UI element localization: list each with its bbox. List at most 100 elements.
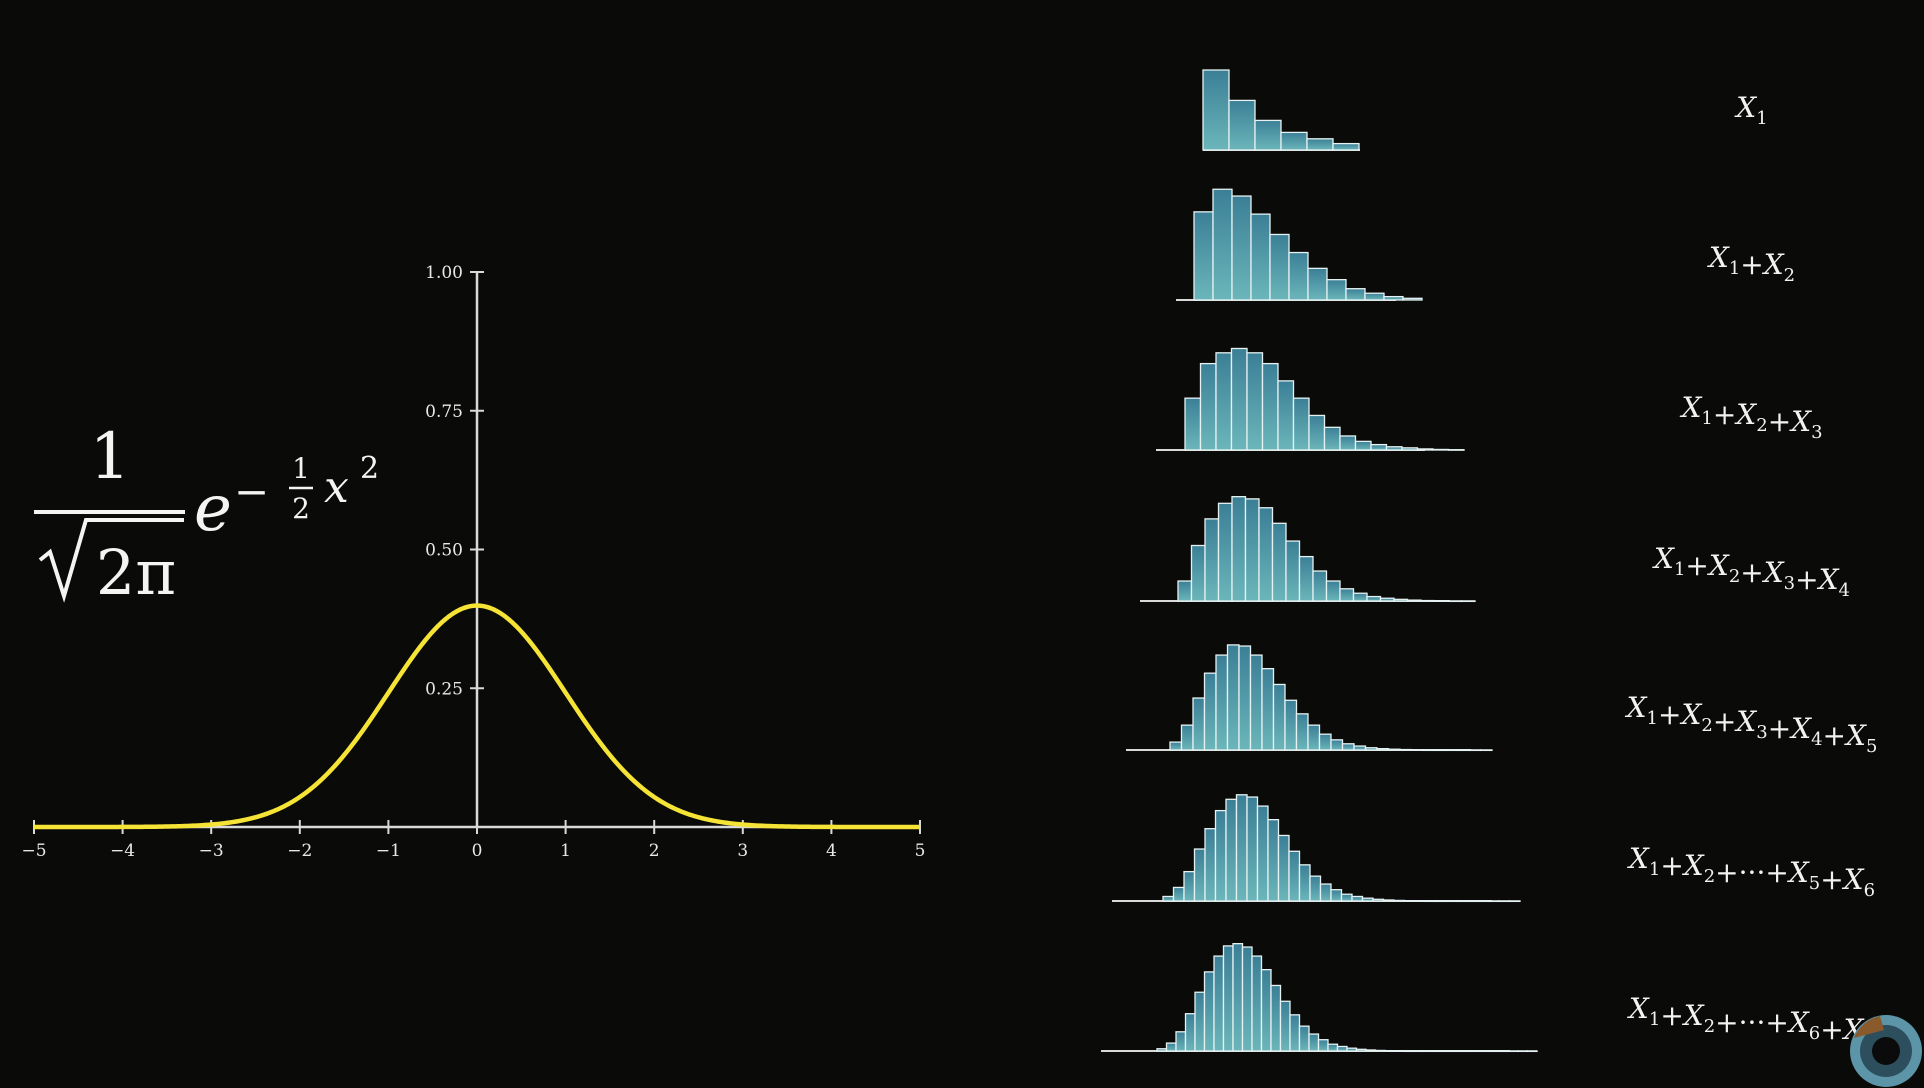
histogram-bar — [1374, 1049, 1386, 1052]
histogram-label: X1+X2+X3+X4+X5 — [1625, 691, 1878, 757]
histogram-bar — [1376, 747, 1390, 751]
histogram-bar — [1307, 724, 1321, 751]
histogram-bar — [1487, 900, 1500, 903]
histogram-bar — [1169, 741, 1183, 751]
histogram-bar — [1327, 1043, 1339, 1052]
histogram-bar — [1330, 739, 1344, 751]
histogram-bar — [1177, 580, 1193, 602]
y-tick-label: 1.00 — [425, 263, 463, 283]
histogram-bar — [1277, 380, 1295, 451]
histogram-bar — [1445, 900, 1458, 903]
histogram-bar — [1498, 900, 1511, 903]
formula-numerator: 1 — [90, 420, 131, 494]
histogram-bar — [1354, 440, 1372, 451]
histogram-bar — [1295, 713, 1309, 751]
x-tick-label: −5 — [21, 841, 46, 861]
histogram-bar — [1272, 683, 1286, 751]
histogram-bar — [1318, 733, 1332, 751]
histogram-bar — [1468, 749, 1482, 752]
histogram-bar — [1332, 142, 1360, 151]
histogram-bar — [1212, 188, 1233, 301]
histogram-bar — [1307, 267, 1328, 301]
histogram-bar — [1366, 595, 1382, 602]
histogram-bar — [1508, 900, 1521, 903]
histogram-bar — [1387, 748, 1401, 751]
histogram-bar — [1230, 347, 1248, 451]
histogram-bar — [1431, 1050, 1443, 1053]
histogram-bar — [1353, 745, 1367, 751]
histogram-bar — [1238, 645, 1252, 751]
sum-histograms: X1 X1+X2 X1+X2+X3 X1+X2+X3+X4 X1+X2+X3+X4+X5… — [1101, 69, 1878, 1053]
y-tick-label: 0.50 — [425, 541, 463, 561]
histogram-bar — [1323, 426, 1341, 451]
histogram-bar — [1190, 544, 1206, 602]
histogram-3 — [1156, 347, 1465, 451]
histogram-bar — [1403, 1050, 1415, 1053]
histogram-bar — [1370, 443, 1388, 451]
histogram-bar — [1279, 1000, 1291, 1052]
histogram-bar — [1165, 1042, 1177, 1052]
histogram-bar — [1192, 697, 1206, 751]
histogram-bar — [1215, 654, 1229, 751]
y-tick-label: 0.75 — [425, 402, 463, 422]
histogram-bar — [1479, 749, 1493, 752]
histogram-bar — [1225, 798, 1238, 902]
histogram-bar — [1340, 893, 1353, 902]
histogram-bar — [1432, 448, 1450, 451]
histogram-bar — [1435, 900, 1448, 903]
histogram-bar — [1289, 1014, 1301, 1052]
histogram-bar — [1270, 984, 1282, 1052]
histogram-bar — [1183, 870, 1196, 902]
histogram-bar — [1364, 747, 1378, 751]
histogram-bar — [1372, 898, 1385, 902]
histogram-bar — [1244, 498, 1260, 602]
histogram-bar — [1341, 743, 1355, 751]
histogram-bar — [1254, 119, 1282, 151]
formula-exponent-frac-num: 1 — [292, 452, 310, 485]
histogram-bar — [1193, 211, 1214, 301]
x-tick-label: −2 — [287, 841, 312, 861]
histogram-bar — [1385, 446, 1403, 451]
histogram-bar — [1441, 1050, 1453, 1053]
histogram-bar — [1269, 233, 1290, 301]
histogram-bar — [1469, 1050, 1481, 1053]
histogram-bar — [1339, 588, 1355, 602]
histogram-bar — [1292, 397, 1310, 451]
histogram-bar — [1330, 889, 1343, 902]
histogram-bar — [1412, 1050, 1424, 1053]
histogram-bar — [1204, 518, 1220, 602]
histogram-bar — [1336, 1045, 1348, 1052]
histogram-bar — [1260, 968, 1272, 1052]
histogram-bar — [1306, 138, 1334, 151]
histogram-bar — [1406, 599, 1422, 602]
histogram-bar — [1202, 69, 1230, 151]
histogram-bar — [1345, 288, 1366, 301]
formula-exponent-var: x — [324, 462, 349, 513]
histogram-bar — [1479, 1050, 1491, 1053]
histogram-label: X1+X2+X3 — [1679, 391, 1822, 443]
histogram-bar — [1280, 131, 1308, 151]
histogram-label: X1+X2+X3+X4 — [1652, 542, 1850, 601]
histogram-bar — [1162, 895, 1175, 902]
histogram-bar — [1156, 1048, 1168, 1052]
histogram-bar — [1204, 828, 1217, 902]
histogram-bar — [1364, 292, 1385, 301]
histogram-bar — [1365, 1049, 1377, 1052]
x-tick-label: 1 — [560, 841, 571, 861]
histogram-bar — [1402, 297, 1423, 301]
channel-avatar — [1850, 1015, 1922, 1087]
histogram-bar — [1416, 448, 1434, 451]
histogram-bar — [1246, 352, 1264, 451]
histogram-bar — [1319, 883, 1332, 902]
histogram-bar — [1199, 362, 1217, 451]
histogram-bar — [1226, 644, 1240, 751]
histogram-bar — [1285, 540, 1301, 602]
histogram-bar — [1382, 899, 1395, 902]
x-tick-label: 3 — [737, 841, 748, 861]
histogram-bar — [1271, 522, 1287, 602]
histogram-bar — [1414, 900, 1427, 902]
histogram-bar — [1422, 749, 1436, 752]
y-tick-label: 0.25 — [425, 679, 463, 699]
histogram-bar — [1298, 555, 1314, 602]
histogram-2 — [1176, 188, 1423, 301]
